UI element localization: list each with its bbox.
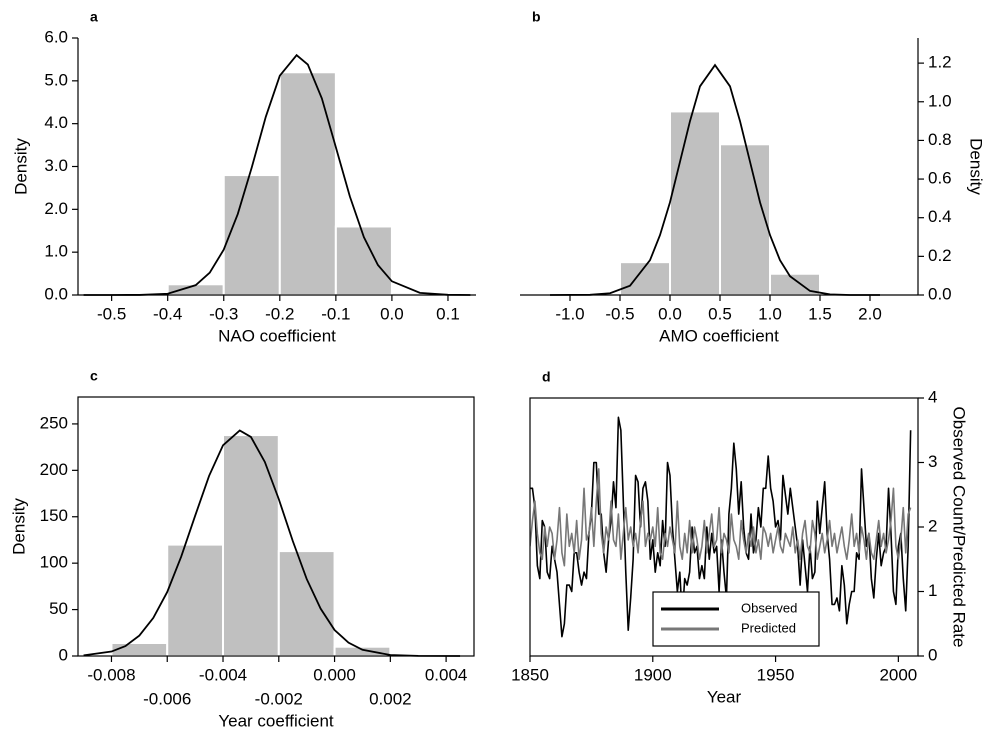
x-axis-label: NAO coefficient bbox=[218, 326, 336, 345]
panel-label: d bbox=[542, 369, 551, 385]
y-tick-label: 0.4 bbox=[928, 207, 952, 226]
x-axis-label: Year bbox=[707, 687, 742, 706]
y-tick-label: 0.0 bbox=[44, 284, 68, 303]
y-tick-label: 50 bbox=[49, 599, 68, 618]
histogram-bar bbox=[719, 143, 771, 296]
x-axis-label: Year coefficient bbox=[218, 711, 334, 730]
x-tick-label: 0.000 bbox=[313, 665, 356, 684]
y-tick-label: 2 bbox=[928, 516, 937, 535]
x-tick-label: 0.5 bbox=[708, 304, 732, 323]
y-tick-label: 0.6 bbox=[928, 169, 952, 188]
x-tick-label: 2000 bbox=[879, 665, 917, 684]
y-tick-label: 150 bbox=[40, 506, 68, 525]
x-tick-label: -0.4 bbox=[153, 304, 182, 323]
y-tick-label: 3 bbox=[928, 452, 937, 471]
y-axis-label: Observed Count/Predicted Rate bbox=[950, 407, 969, 648]
x-tick-label: -0.004 bbox=[199, 665, 247, 684]
y-axis-label: Density bbox=[967, 138, 984, 195]
x-tick-label: 1850 bbox=[511, 665, 549, 684]
y-tick-label: 4.0 bbox=[44, 113, 68, 132]
x-tick-label: -0.5 bbox=[97, 304, 126, 323]
x-tick-label: 0.004 bbox=[425, 665, 468, 684]
y-tick-label: 0.0 bbox=[928, 284, 952, 303]
y-tick-label: 0.8 bbox=[928, 130, 952, 149]
plot-frame bbox=[77, 396, 475, 657]
x-tick-label: -0.006 bbox=[143, 689, 191, 708]
y-tick-label: 0 bbox=[59, 645, 68, 664]
x-tick-label: -0.1 bbox=[321, 304, 350, 323]
x-tick-label: 0.0 bbox=[380, 304, 404, 323]
x-axis-label: AMO coefficient bbox=[659, 326, 779, 345]
x-tick-label: 1.5 bbox=[808, 304, 832, 323]
y-axis-label: Density bbox=[11, 138, 30, 195]
panel-label: b bbox=[532, 9, 541, 25]
data-line bbox=[530, 416, 912, 638]
y-tick-label: 4 bbox=[928, 387, 937, 406]
x-tick-label: 2.0 bbox=[858, 304, 882, 323]
x-tick-label: 1950 bbox=[757, 665, 795, 684]
legend-label: Predicted bbox=[741, 620, 796, 635]
y-tick-label: 250 bbox=[40, 413, 68, 432]
legend: Observed Predicted bbox=[652, 591, 820, 647]
histogram-bar bbox=[278, 71, 337, 297]
y-tick-label: 0.2 bbox=[928, 246, 952, 265]
x-tick-label: -0.002 bbox=[255, 689, 303, 708]
x-tick-label: -0.2 bbox=[265, 304, 294, 323]
histogram-bar bbox=[222, 434, 280, 658]
x-tick-label: 1.0 bbox=[758, 304, 782, 323]
histogram-bar bbox=[334, 225, 393, 296]
y-tick-label: 2.0 bbox=[44, 199, 68, 218]
panel-label: a bbox=[90, 9, 98, 25]
density-curve bbox=[83, 429, 461, 657]
y-axis-label: Density bbox=[9, 498, 28, 555]
histogram-bar bbox=[333, 645, 392, 658]
y-tick-label: 1.2 bbox=[928, 53, 952, 72]
x-tick-label: -1.0 bbox=[555, 304, 584, 323]
y-tick-label: 6.0 bbox=[44, 27, 68, 46]
legend-label: Observed bbox=[741, 600, 797, 615]
histogram-bar bbox=[222, 174, 281, 296]
panel-label: c bbox=[90, 368, 98, 384]
histogram-bar bbox=[669, 110, 721, 296]
y-tick-label: 1.0 bbox=[44, 242, 68, 261]
legend-box bbox=[652, 591, 820, 647]
y-tick-label: 200 bbox=[40, 460, 68, 479]
density-curve bbox=[549, 63, 880, 296]
data-line bbox=[530, 468, 912, 567]
histogram-bar bbox=[110, 642, 169, 658]
y-tick-label: 3.0 bbox=[44, 156, 68, 175]
x-tick-label: 0.0 bbox=[658, 304, 682, 323]
density-curve bbox=[83, 53, 471, 296]
x-tick-label: 0.002 bbox=[369, 689, 412, 708]
histogram-bar bbox=[166, 543, 225, 658]
x-tick-label: -0.3 bbox=[209, 304, 238, 323]
histogram-bar bbox=[277, 550, 336, 657]
y-tick-label: 1.0 bbox=[928, 91, 952, 110]
y-tick-label: 1 bbox=[928, 581, 937, 600]
y-tick-label: 0 bbox=[928, 645, 937, 664]
y-tick-label: 5.0 bbox=[44, 70, 68, 89]
x-tick-label: 1900 bbox=[634, 665, 672, 684]
x-tick-label: -0.008 bbox=[87, 665, 135, 684]
x-tick-label: -0.5 bbox=[605, 304, 634, 323]
x-tick-label: 0.1 bbox=[436, 304, 460, 323]
y-tick-label: 100 bbox=[40, 553, 68, 572]
